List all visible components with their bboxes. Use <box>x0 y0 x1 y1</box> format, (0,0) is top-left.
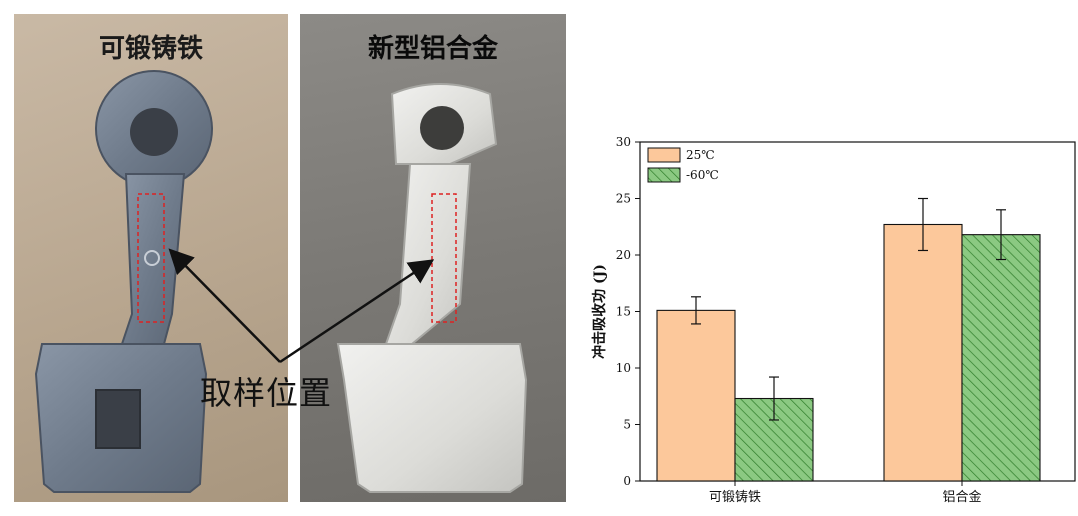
bar-series-25-1 <box>883 223 963 482</box>
aluminum-alloy-photo: 新型铝合金 <box>300 14 566 502</box>
bar-series-m60-0 <box>734 397 814 482</box>
y-axis-title: 冲击吸收功 (J) <box>591 264 608 359</box>
cast-iron-part-image <box>34 70 213 493</box>
legend-label-25: 25℃ <box>686 148 715 162</box>
y-tick-label: 20 <box>616 248 631 262</box>
impact-energy-chart: 0 5 10 15 20 25 30 冲击吸收功 (J) 可锻铸铁 铝合金 25℃ -60℃ <box>591 135 1076 505</box>
bar-series-m60-1 <box>961 234 1041 482</box>
bar-series-25-0 <box>656 309 736 482</box>
sample-location-label: 取样位置 <box>200 374 333 412</box>
aluminum-part-image <box>336 83 528 493</box>
y-tick-label: 5 <box>623 418 631 432</box>
y-tick-label: 10 <box>616 361 631 375</box>
aluminum-alloy-title: 新型铝合金 <box>367 34 498 64</box>
legend-swatch-m60 <box>647 167 681 183</box>
legend-label-m60: -60℃ <box>686 168 719 182</box>
x-category-label: 铝合金 <box>942 489 981 505</box>
legend-swatch-25 <box>647 147 681 163</box>
cast-iron-photo: 可锻铸铁 <box>14 14 288 502</box>
y-tick-label: 30 <box>616 135 631 149</box>
x-category-label: 可锻铸铁 <box>709 489 761 505</box>
y-tick-label: 25 <box>616 192 631 206</box>
cast-iron-title: 可锻铸铁 <box>98 34 203 64</box>
y-tick-label: 0 <box>623 474 631 488</box>
y-tick-label: 15 <box>616 305 631 319</box>
